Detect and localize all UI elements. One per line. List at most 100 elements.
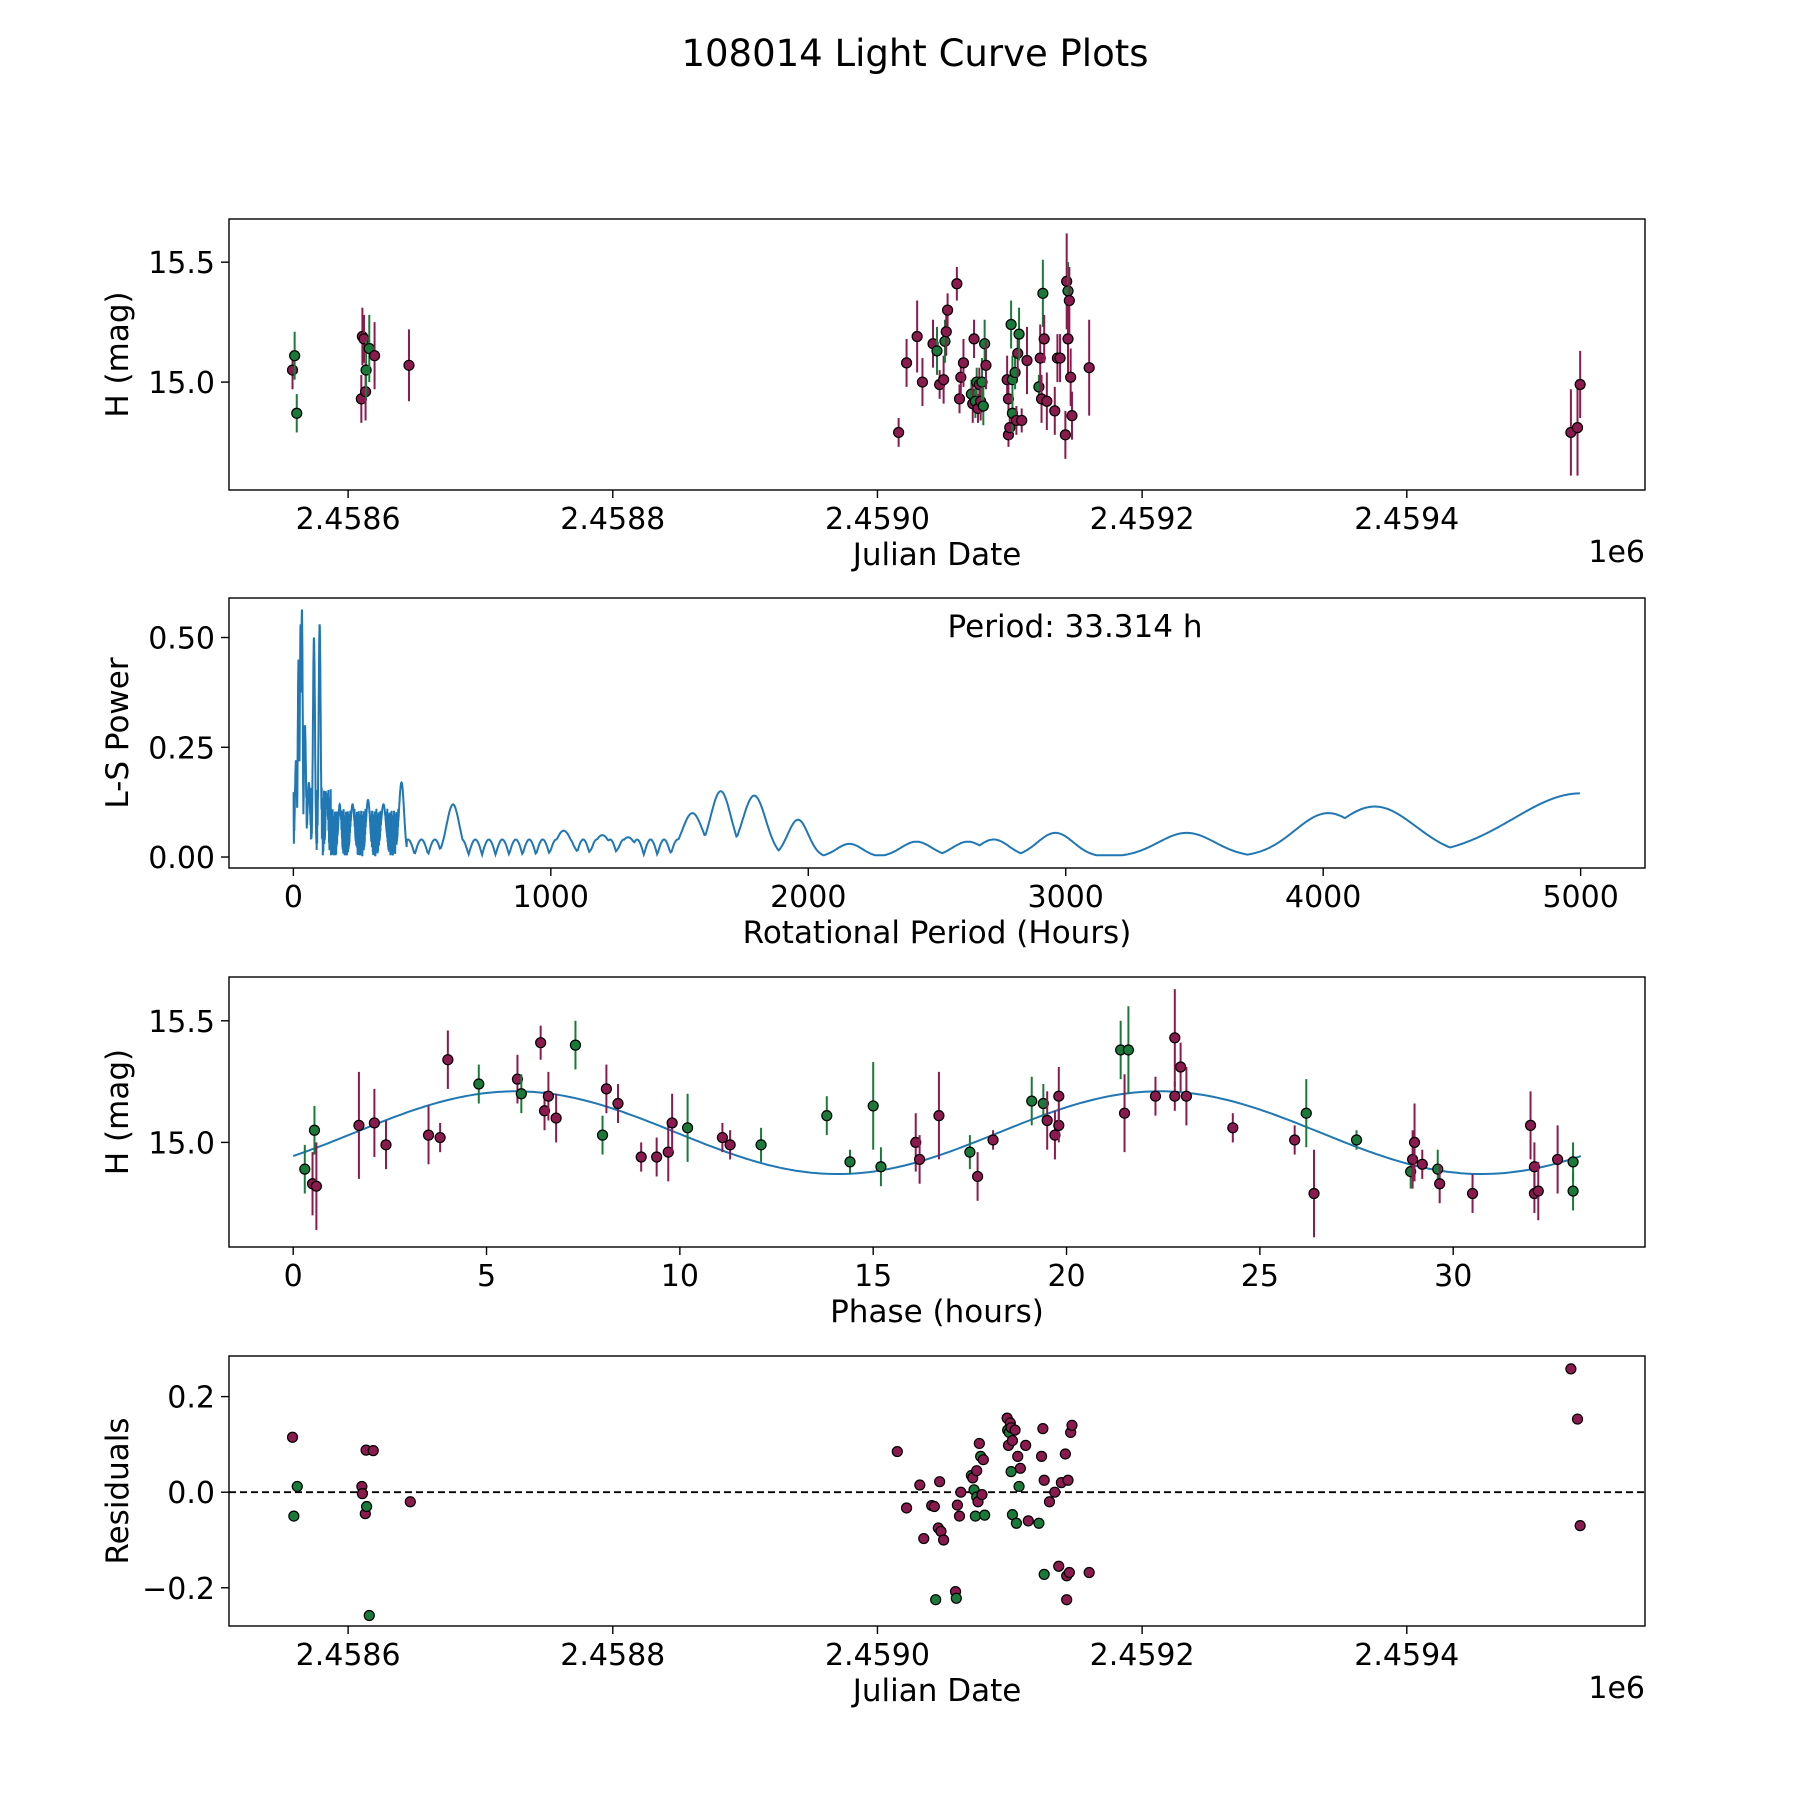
data-point: [1149, 1090, 1162, 1102]
data-point: [1066, 1419, 1078, 1431]
data-point: [1063, 1566, 1075, 1579]
data-point: [953, 1510, 966, 1522]
data-point: [1062, 1474, 1074, 1486]
data-point: [977, 1454, 989, 1466]
y-tick-label: 0.00: [148, 841, 215, 876]
data-point: [662, 1146, 674, 1158]
data-point: [1037, 287, 1049, 299]
data-point: [916, 376, 929, 388]
x-tick-label: 2.4586: [296, 502, 401, 537]
data-point: [1180, 1090, 1193, 1102]
phase-folded-panel: 0 5 10 15 20 25 30 15.0 15.5 Phase (hours) H (mag): [100, 976, 1646, 1330]
data-point: [1043, 1496, 1056, 1508]
data-point: [987, 1134, 999, 1146]
data-point: [930, 1594, 942, 1606]
data-point: [939, 335, 951, 347]
period-annotation: Period: 33.314 h: [948, 609, 1203, 645]
y-tick-label: −0.2: [142, 1572, 215, 1607]
data-point: [511, 1073, 524, 1085]
data-point: [1038, 1568, 1050, 1580]
data-point: [380, 1139, 392, 1151]
data-point: [299, 1163, 311, 1175]
data-point: [1034, 352, 1046, 364]
data-point: [951, 1499, 963, 1511]
y-axis-label: L-S Power: [100, 657, 136, 808]
y-tick-label: 0.0: [167, 1476, 215, 1511]
x-tick-label: 2.4592: [1090, 1638, 1195, 1673]
data-point: [681, 1122, 694, 1134]
data-point: [600, 1083, 612, 1095]
data-point: [1012, 347, 1024, 359]
data-point: [973, 1437, 985, 1450]
data-point: [1037, 1423, 1049, 1435]
data-point: [1308, 1187, 1320, 1200]
data-point: [976, 1488, 988, 1501]
y-axis-label: Residuals: [100, 1417, 136, 1564]
x-axis-label: Julian Date: [851, 1673, 1022, 1709]
data-point: [1013, 1480, 1025, 1493]
data-point: [972, 1170, 984, 1183]
data-point: [1565, 1363, 1577, 1375]
data-point: [612, 1097, 624, 1110]
data-point: [900, 357, 913, 369]
y-axis-label: H (mag): [100, 291, 136, 417]
data-point: [1289, 1134, 1301, 1146]
data-point: [1005, 318, 1017, 331]
data-point: [1434, 1178, 1446, 1190]
data-point: [361, 1500, 373, 1513]
data-point: [1350, 1134, 1363, 1146]
x-tick-label: 20: [1047, 1259, 1085, 1294]
data-point: [310, 1180, 322, 1192]
data-point: [308, 1124, 321, 1136]
data-point: [1408, 1136, 1421, 1149]
data-point: [1014, 1462, 1026, 1474]
data-point: [977, 400, 989, 412]
x-offset-text: 1e6: [1588, 535, 1645, 570]
data-point: [1062, 333, 1074, 345]
x-tick-label: 2.4594: [1354, 502, 1459, 537]
y-tick-label: 15.0: [148, 366, 215, 401]
data-point: [1005, 1466, 1017, 1478]
data-point: [289, 350, 301, 362]
data-point: [1063, 294, 1075, 307]
data-point: [1175, 1061, 1187, 1073]
data-point: [666, 1117, 678, 1129]
data-point: [933, 1110, 945, 1122]
x-tick-label: 0: [284, 880, 303, 915]
data-point: [1049, 1129, 1061, 1141]
data-point: [1061, 1594, 1073, 1606]
data-point: [291, 407, 303, 419]
data-point: [893, 426, 905, 439]
x-tick-label: 2.4590: [825, 1638, 930, 1673]
data-point: [286, 1431, 299, 1443]
data-point: [964, 1146, 976, 1158]
plot-frame: [228, 1355, 1646, 1627]
data-point: [538, 1105, 551, 1117]
data-point: [1567, 1156, 1579, 1168]
data-point: [821, 1110, 833, 1122]
y-tick-label: 0.25: [148, 731, 215, 766]
data-point: [934, 1476, 946, 1488]
data-point: [940, 326, 952, 338]
data-point: [1552, 1153, 1564, 1166]
data-point: [1038, 1474, 1050, 1486]
data-point: [542, 1090, 554, 1102]
data-point: [1062, 285, 1074, 297]
data-point: [1065, 371, 1077, 383]
data-point: [1169, 1032, 1181, 1044]
y-tick-label: 0.50: [148, 622, 215, 657]
x-tick-label: 2.4586: [296, 1638, 401, 1673]
x-axis-label: Phase (hours): [830, 1294, 1044, 1330]
x-tick-label: 25: [1241, 1259, 1279, 1294]
data-point: [291, 1480, 303, 1493]
data-point: [1010, 1517, 1023, 1529]
x-tick-label: 2.4590: [825, 502, 930, 537]
data-point: [1049, 1486, 1061, 1498]
data-point: [422, 1129, 435, 1141]
data-point: [928, 1500, 940, 1513]
data-point: [976, 376, 988, 388]
data-point: [1037, 1097, 1049, 1110]
data-point: [1035, 1450, 1048, 1462]
y-tick-label: 15.5: [148, 1005, 215, 1040]
